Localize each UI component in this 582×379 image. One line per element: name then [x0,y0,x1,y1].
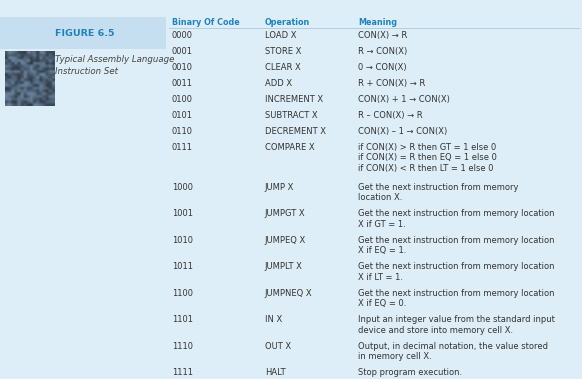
Text: Get the next instruction from memory location: Get the next instruction from memory loc… [358,209,555,218]
Text: 0101: 0101 [172,111,193,120]
Text: R → CON(X): R → CON(X) [358,47,407,56]
Text: CON(X) – 1 → CON(X): CON(X) – 1 → CON(X) [358,127,447,136]
Text: SUBTRACT X: SUBTRACT X [265,111,317,120]
Text: JUMPEQ X: JUMPEQ X [265,236,306,245]
Text: STORE X: STORE X [265,47,301,56]
Text: Get the next instruction from memory location: Get the next instruction from memory loc… [358,262,555,271]
Text: OUT X: OUT X [265,342,291,351]
Text: 0 → CON(X): 0 → CON(X) [358,63,407,72]
Text: JUMPNEQ X: JUMPNEQ X [265,289,313,298]
Text: 0100: 0100 [172,95,193,104]
FancyBboxPatch shape [0,17,166,49]
Text: X if GT = 1.: X if GT = 1. [358,220,406,229]
Text: COMPARE X: COMPARE X [265,143,314,152]
Text: 0110: 0110 [172,127,193,136]
Text: FIGURE 6.5: FIGURE 6.5 [55,29,115,38]
Text: CON(X) → R: CON(X) → R [358,31,407,40]
Text: X if EQ = 0.: X if EQ = 0. [358,299,406,309]
Text: JUMPGT X: JUMPGT X [265,209,306,218]
Text: 0000: 0000 [172,31,193,40]
Text: DECREMENT X: DECREMENT X [265,127,326,136]
Text: in memory cell X.: in memory cell X. [358,352,432,362]
Text: 1110: 1110 [172,342,193,351]
Text: Get the next instruction from memory location: Get the next instruction from memory loc… [358,236,555,245]
Text: if CON(X) > R then GT = 1 else 0: if CON(X) > R then GT = 1 else 0 [358,143,496,152]
Text: Output, in decimal notation, the value stored: Output, in decimal notation, the value s… [358,342,548,351]
Text: 1101: 1101 [172,315,193,324]
Text: HALT: HALT [265,368,285,377]
Text: IN X: IN X [265,315,282,324]
Text: Operation: Operation [265,18,310,27]
Text: R – CON(X) → R: R – CON(X) → R [358,111,423,120]
Text: Meaning: Meaning [358,18,397,27]
Text: 1100: 1100 [172,289,193,298]
Text: 1001: 1001 [172,209,193,218]
Text: Typical Assembly Language
Instruction Set: Typical Assembly Language Instruction Se… [55,55,175,77]
Text: Get the next instruction from memory location: Get the next instruction from memory loc… [358,289,555,298]
Text: 1000: 1000 [172,183,193,192]
Text: Input an integer value from the standard input: Input an integer value from the standard… [358,315,555,324]
Text: ADD X: ADD X [265,79,292,88]
Text: CON(X) + 1 → CON(X): CON(X) + 1 → CON(X) [358,95,450,104]
Text: 0010: 0010 [172,63,193,72]
Text: 0111: 0111 [172,143,193,152]
Text: JUMPLT X: JUMPLT X [265,262,303,271]
Text: 0011: 0011 [172,79,193,88]
Text: X if LT = 1.: X if LT = 1. [358,273,403,282]
Text: 1111: 1111 [172,368,193,377]
Text: Stop program execution.: Stop program execution. [358,368,462,377]
Text: if CON(X) = R then EQ = 1 else 0: if CON(X) = R then EQ = 1 else 0 [358,153,497,162]
Text: device and store into memory cell X.: device and store into memory cell X. [358,326,513,335]
Text: location X.: location X. [358,193,402,202]
Text: if CON(X) < R then LT = 1 else 0: if CON(X) < R then LT = 1 else 0 [358,164,494,173]
Text: CLEAR X: CLEAR X [265,63,300,72]
Text: Binary Of Code: Binary Of Code [172,18,239,27]
Text: Get the next instruction from memory: Get the next instruction from memory [358,183,519,192]
Text: 1010: 1010 [172,236,193,245]
Text: X if EQ = 1.: X if EQ = 1. [358,246,406,255]
Text: R + CON(X) → R: R + CON(X) → R [358,79,425,88]
Text: 1011: 1011 [172,262,193,271]
Text: LOAD X: LOAD X [265,31,296,40]
Text: JUMP X: JUMP X [265,183,294,192]
Text: 0001: 0001 [172,47,193,56]
Text: INCREMENT X: INCREMENT X [265,95,323,104]
